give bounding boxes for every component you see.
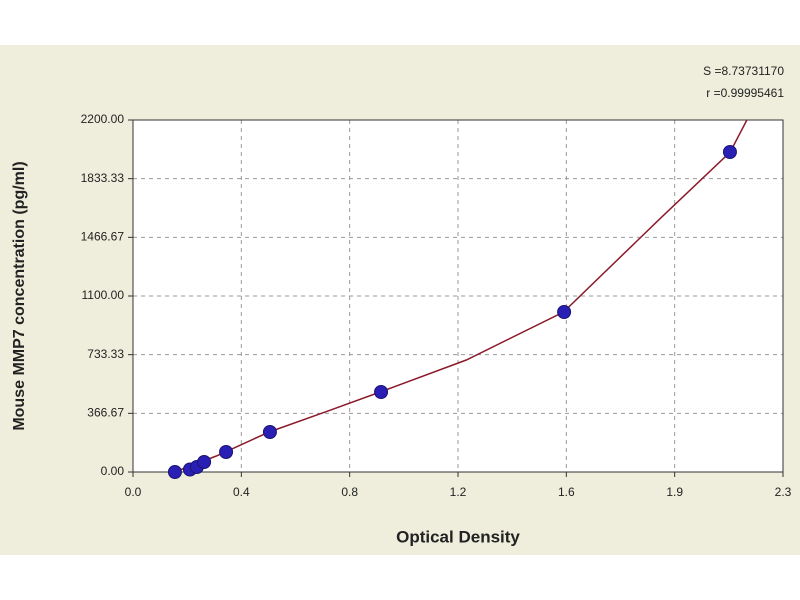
x-tick-label: 2.3 bbox=[775, 485, 792, 499]
y-tick-label: 1100.00 bbox=[82, 288, 125, 302]
y-tick-label: 2200.00 bbox=[81, 112, 125, 126]
x-axis-label: Optical Density bbox=[396, 527, 520, 546]
y-tick-label: 366.67 bbox=[87, 406, 124, 420]
data-point bbox=[219, 445, 234, 459]
data-point bbox=[374, 385, 389, 399]
data-point bbox=[167, 465, 182, 479]
plot-border bbox=[132, 119, 784, 473]
data-point bbox=[557, 305, 572, 319]
x-tick-label: 1.9 bbox=[666, 485, 683, 499]
data-point bbox=[262, 425, 277, 439]
x-tick-label: 1.2 bbox=[450, 485, 467, 499]
x-tick-label: 0.4 bbox=[233, 485, 250, 499]
y-tick-label: 733.33 bbox=[87, 347, 124, 361]
x-tick-label: 0.0 bbox=[125, 485, 142, 499]
data-point bbox=[722, 145, 737, 159]
fit-curve bbox=[174, 119, 748, 473]
y-tick-label: 1833.33 bbox=[81, 171, 125, 185]
y-axis-label: Mouse MMP7 concentration (pg/ml) bbox=[11, 161, 28, 430]
x-tick-label: 1.6 bbox=[558, 485, 575, 499]
y-tick-label: 0.00 bbox=[101, 464, 125, 478]
data-point bbox=[197, 455, 212, 469]
annotation: r =0.99995461 bbox=[706, 86, 784, 100]
y-tick-label: 1466.67 bbox=[81, 230, 125, 244]
annotation: S =8.73731170 bbox=[703, 64, 784, 78]
x-tick-label: 0.8 bbox=[341, 485, 358, 499]
